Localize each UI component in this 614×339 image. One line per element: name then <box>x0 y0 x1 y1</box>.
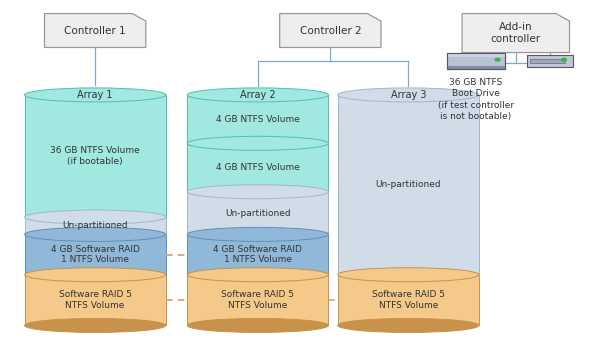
Text: 4 GB Software RAID
1 NTFS Volume: 4 GB Software RAID 1 NTFS Volume <box>214 245 302 264</box>
Text: 4 GB NTFS Volume: 4 GB NTFS Volume <box>216 163 300 172</box>
Bar <box>447 54 505 57</box>
Bar <box>187 143 328 192</box>
Text: Un-partitioned: Un-partitioned <box>376 180 441 189</box>
Bar <box>187 234 328 275</box>
Bar <box>187 192 328 234</box>
Text: 36 GB NTFS Volume
(if bootable): 36 GB NTFS Volume (if bootable) <box>50 146 140 166</box>
Bar <box>447 53 505 68</box>
Polygon shape <box>462 14 570 53</box>
Ellipse shape <box>25 88 166 102</box>
Text: Un-partitioned: Un-partitioned <box>225 208 290 218</box>
Bar <box>338 95 479 275</box>
Bar <box>25 275 166 325</box>
Bar <box>187 275 328 325</box>
Polygon shape <box>44 14 146 47</box>
Text: Software RAID 5
NTFS Volume: Software RAID 5 NTFS Volume <box>372 290 445 310</box>
Text: Array 1: Array 1 <box>77 90 113 100</box>
Ellipse shape <box>338 268 479 282</box>
Text: Un-partitioned: Un-partitioned <box>63 221 128 230</box>
Bar <box>338 275 479 325</box>
Bar <box>447 53 505 68</box>
Ellipse shape <box>25 227 166 241</box>
Ellipse shape <box>187 88 328 102</box>
Bar <box>25 95 166 217</box>
Bar <box>527 55 572 67</box>
Text: Software RAID 5
NTFS Volume: Software RAID 5 NTFS Volume <box>222 290 294 310</box>
Circle shape <box>495 58 500 61</box>
Text: Controller 2: Controller 2 <box>300 25 361 36</box>
Text: Array 3: Array 3 <box>391 90 426 100</box>
Ellipse shape <box>25 210 166 224</box>
Ellipse shape <box>25 268 166 282</box>
Ellipse shape <box>187 185 328 199</box>
Circle shape <box>561 58 566 61</box>
Ellipse shape <box>338 88 479 102</box>
Text: Array 2: Array 2 <box>240 90 276 100</box>
Bar <box>447 66 505 68</box>
Ellipse shape <box>187 318 328 333</box>
Ellipse shape <box>187 227 328 241</box>
Text: Add-in
controller: Add-in controller <box>491 22 541 44</box>
Ellipse shape <box>187 268 328 282</box>
Bar <box>530 59 565 63</box>
Text: 4 GB Software RAID
1 NTFS Volume: 4 GB Software RAID 1 NTFS Volume <box>51 245 139 264</box>
Text: 4 GB NTFS Volume: 4 GB NTFS Volume <box>216 115 300 124</box>
Bar <box>187 95 328 143</box>
Polygon shape <box>280 14 381 47</box>
Text: 36 GB NTFS
Boot Drive
(if test controller
is not bootable): 36 GB NTFS Boot Drive (if test controlle… <box>438 78 514 121</box>
Bar <box>25 234 166 275</box>
Bar <box>25 217 166 234</box>
Text: Software RAID 5
NTFS Volume: Software RAID 5 NTFS Volume <box>59 290 131 310</box>
Ellipse shape <box>187 136 328 151</box>
Ellipse shape <box>25 318 166 333</box>
Text: Controller 1: Controller 1 <box>64 25 126 36</box>
Ellipse shape <box>338 318 479 333</box>
